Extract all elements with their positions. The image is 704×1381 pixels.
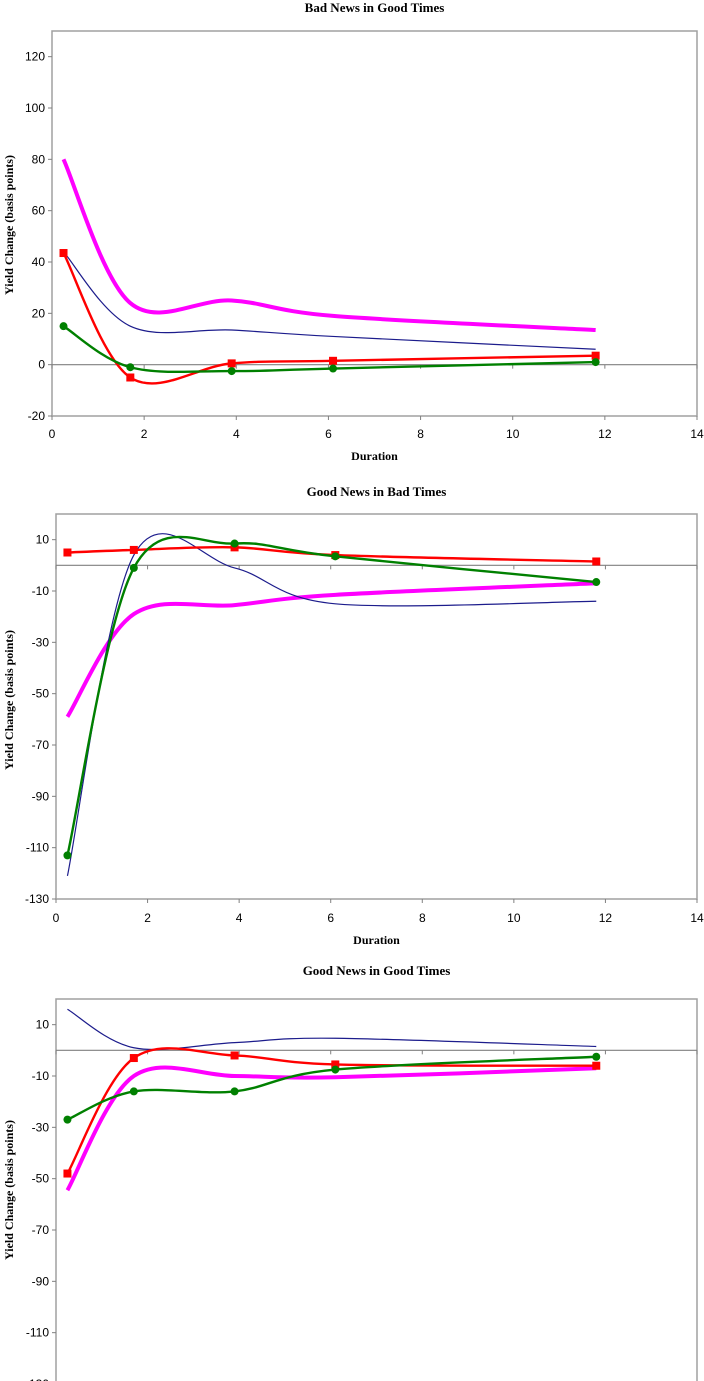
series-line-1 (61, 158, 596, 333)
data-point-circle (591, 358, 600, 367)
data-point-circle (227, 367, 236, 376)
data-point-square (126, 373, 135, 382)
x-tick-label: 8 (419, 911, 426, 925)
y-tick-label: 0 (38, 358, 45, 372)
data-point-square (59, 249, 68, 258)
x-tick-label: 10 (506, 427, 520, 441)
y-tick-label: -10 (32, 1069, 50, 1083)
data-point-circle (331, 552, 340, 561)
data-point-circle (59, 322, 68, 331)
x-tick-label: 12 (599, 911, 613, 925)
series-line-2 (63, 251, 596, 350)
y-tick-label: -10 (32, 584, 50, 598)
x-tick-label: 8 (417, 427, 424, 441)
data-point-circle (129, 563, 138, 572)
y-tick-label: 100 (25, 101, 45, 115)
data-point-circle (592, 578, 601, 587)
y-tick-label: 120 (25, 50, 45, 64)
x-tick-label: 0 (49, 427, 56, 441)
x-tick-label: 0 (53, 911, 60, 925)
y-tick-label: -90 (32, 789, 50, 803)
series-line-3 (66, 1047, 597, 1175)
y-tick-label: -110 (26, 1326, 49, 1340)
y-tick-label: 80 (32, 152, 46, 166)
data-point-square (592, 557, 601, 566)
y-tick-label: -70 (32, 738, 50, 752)
x-tick-label: 4 (233, 427, 240, 441)
data-point-circle (63, 851, 72, 860)
y-tick-label: 40 (32, 255, 46, 269)
y-tick-label: 10 (36, 1018, 50, 1032)
chart-3: Good News in Good Times -130 -110 -90 -70 -50… (2, 963, 698, 1381)
y-tick-label: -130 (25, 1377, 49, 1381)
y-tick-label: -70 (32, 1223, 50, 1237)
y-tick-label: -90 (32, 1274, 50, 1288)
chart-title: Good News in Bad Times (307, 484, 447, 499)
y-tick-label: -50 (32, 687, 50, 701)
y-tick-label: -110 (26, 841, 49, 855)
series-line-1 (65, 1065, 597, 1192)
data-point-square (63, 1169, 72, 1178)
series-line-4 (62, 325, 596, 374)
data-point-circle (592, 1052, 601, 1061)
x-tick-label: 6 (325, 427, 332, 441)
y-tick-label: -30 (32, 635, 50, 649)
chart-2: Good News in Bad Times -130 -110 -90 -70 -50 -… (2, 484, 704, 947)
plot-area (55, 513, 698, 900)
x-tick-label: 4 (236, 911, 243, 925)
chart-1: Bad News in Good Times-20020406080100120… (2, 0, 704, 463)
data-point-square (591, 351, 600, 360)
data-point-circle (329, 364, 338, 373)
y-axis-label: Yield Change (basis points) (2, 155, 16, 295)
data-point-circle (230, 1087, 239, 1096)
y-tick-label: -20 (28, 409, 46, 423)
data-point-square (592, 1061, 601, 1070)
x-tick-label: 6 (327, 911, 334, 925)
x-tick-label: 2 (141, 427, 148, 441)
y-tick-label: 20 (32, 306, 46, 320)
plot-area (51, 30, 698, 417)
chart-title: Bad News in Good Times (305, 0, 445, 15)
y-tick-label: -30 (32, 1120, 50, 1134)
data-point-square (129, 545, 138, 554)
x-tick-label: 14 (690, 427, 704, 441)
data-point-circle (230, 539, 239, 548)
plot-area (55, 998, 698, 1381)
data-point-square (227, 359, 236, 368)
x-axis-label: Duration (353, 933, 400, 947)
data-point-circle (331, 1065, 340, 1074)
x-tick-label: 10 (507, 911, 521, 925)
y-tick-label: -50 (32, 1172, 50, 1186)
data-point-circle (129, 1087, 138, 1096)
data-point-square (129, 1054, 138, 1063)
data-point-square (63, 548, 72, 557)
series-line-3 (62, 252, 596, 385)
series-line-2 (67, 1008, 597, 1051)
y-tick-label: 10 (36, 533, 50, 547)
data-point-circle (63, 1115, 72, 1124)
data-point-square (230, 1051, 239, 1060)
x-tick-label: 14 (690, 911, 704, 925)
y-tick-label: -130 (25, 892, 49, 906)
x-tick-label: 12 (598, 427, 612, 441)
data-point-square (331, 1060, 340, 1069)
series-line-3 (67, 546, 597, 563)
series-line-4 (66, 1055, 597, 1121)
x-axis-label: Duration (351, 449, 398, 463)
x-tick-label: 2 (144, 911, 151, 925)
data-point-square (329, 356, 338, 365)
y-tick-label: 60 (32, 204, 46, 218)
data-point-circle (126, 363, 135, 372)
y-axis-label: Yield Change (basis points) (2, 1120, 16, 1260)
chart-title: Good News in Good Times (303, 963, 451, 978)
y-axis-label: Yield Change (basis points) (2, 630, 16, 770)
